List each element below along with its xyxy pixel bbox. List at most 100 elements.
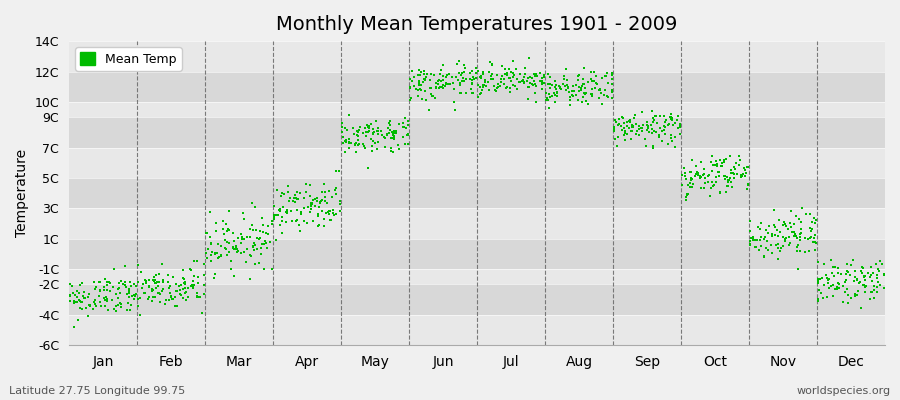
- Point: [320, 209, 335, 216]
- Point: [237, 248, 251, 255]
- Point: [589, 80, 603, 86]
- Point: [497, 80, 511, 87]
- Point: [857, 274, 871, 280]
- Point: [165, 296, 179, 302]
- Point: [477, 79, 491, 85]
- Point: [811, 278, 825, 285]
- Point: [436, 85, 450, 92]
- Point: [112, 300, 127, 306]
- Point: [87, 299, 102, 305]
- Point: [454, 70, 469, 76]
- Point: [540, 95, 554, 102]
- Point: [728, 166, 742, 172]
- Point: [503, 74, 517, 81]
- Point: [192, 294, 206, 300]
- Point: [627, 115, 642, 121]
- Point: [626, 123, 641, 129]
- Point: [366, 138, 381, 144]
- Point: [474, 72, 489, 79]
- Point: [697, 166, 711, 172]
- Point: [648, 112, 662, 119]
- Point: [561, 84, 575, 90]
- Point: [407, 83, 421, 90]
- Point: [97, 286, 112, 293]
- Point: [416, 79, 430, 85]
- Point: [646, 115, 661, 122]
- Point: [488, 86, 502, 93]
- Point: [184, 266, 198, 273]
- Point: [840, 268, 854, 274]
- Point: [875, 261, 889, 268]
- Point: [617, 137, 632, 144]
- Point: [759, 244, 773, 251]
- Point: [865, 288, 879, 295]
- Point: [150, 282, 165, 289]
- Point: [847, 278, 861, 284]
- Point: [71, 297, 86, 303]
- Point: [587, 78, 601, 84]
- Point: [177, 285, 192, 292]
- Point: [713, 157, 727, 163]
- Point: [479, 83, 493, 90]
- Point: [112, 284, 126, 291]
- Point: [247, 239, 261, 246]
- Point: [729, 160, 743, 166]
- Point: [79, 305, 94, 312]
- Point: [210, 228, 224, 234]
- Point: [717, 175, 732, 182]
- Point: [139, 278, 153, 284]
- Bar: [69, 284, 885, 315]
- Point: [384, 129, 399, 136]
- Point: [794, 218, 808, 225]
- Point: [776, 222, 790, 229]
- Point: [632, 132, 646, 138]
- Point: [176, 295, 191, 301]
- Point: [718, 173, 733, 180]
- Point: [609, 119, 624, 125]
- Point: [104, 297, 119, 303]
- Point: [405, 68, 419, 74]
- Point: [144, 287, 158, 294]
- Point: [418, 71, 432, 77]
- Point: [284, 208, 298, 214]
- Point: [130, 279, 145, 285]
- Point: [248, 242, 262, 248]
- Point: [86, 279, 101, 285]
- Point: [77, 289, 92, 296]
- Point: [605, 94, 619, 101]
- Point: [811, 259, 825, 265]
- Point: [706, 182, 721, 188]
- Point: [86, 306, 100, 313]
- Point: [176, 267, 191, 274]
- Point: [383, 144, 398, 151]
- Point: [383, 135, 398, 141]
- Point: [146, 286, 160, 293]
- Point: [663, 135, 678, 142]
- Point: [803, 234, 817, 241]
- Point: [490, 85, 504, 91]
- Point: [646, 145, 661, 151]
- Point: [678, 170, 692, 177]
- Point: [605, 80, 619, 87]
- Point: [724, 167, 739, 174]
- Point: [308, 196, 322, 202]
- Point: [400, 141, 415, 148]
- Point: [69, 288, 84, 294]
- Point: [224, 258, 238, 264]
- Point: [148, 280, 163, 287]
- Point: [605, 69, 619, 76]
- Point: [323, 216, 338, 223]
- Point: [616, 114, 631, 121]
- Point: [719, 156, 733, 162]
- Point: [116, 281, 130, 288]
- Point: [326, 210, 340, 216]
- Point: [381, 125, 395, 131]
- Point: [164, 294, 178, 300]
- Point: [639, 142, 653, 149]
- Point: [405, 78, 419, 85]
- Point: [494, 79, 508, 86]
- Point: [688, 173, 702, 179]
- Point: [436, 82, 450, 88]
- Point: [877, 285, 891, 291]
- Point: [114, 301, 129, 308]
